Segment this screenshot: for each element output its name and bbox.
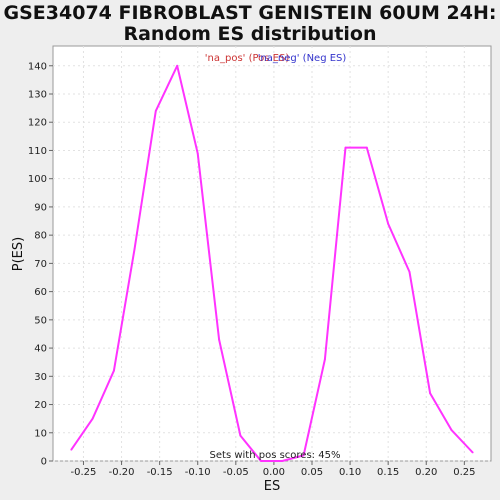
series-point xyxy=(344,146,347,149)
y-tick-label: 20 xyxy=(34,400,47,411)
series-point xyxy=(429,392,431,395)
series-point xyxy=(260,460,262,462)
series-line xyxy=(70,64,474,462)
annotation-pos-scores: Sets with pos scores: 45% xyxy=(210,450,341,461)
y-tick-label: 120 xyxy=(28,118,47,129)
series-point xyxy=(365,146,368,149)
legend-entry: 'na_neg' (Neg ES) xyxy=(258,53,347,64)
chart-title-line-2: Random ES distribution xyxy=(123,23,377,45)
series-point xyxy=(408,270,411,273)
legend: 'na_pos' (Pos ES)'na_neg' (Neg ES) xyxy=(205,53,347,64)
x-tick-label: 0.05 xyxy=(301,467,323,478)
plot-area xyxy=(52,45,492,462)
y-tick-label: 140 xyxy=(28,61,47,72)
series-point xyxy=(176,64,179,67)
series-point xyxy=(113,369,115,372)
y-tick-label: 80 xyxy=(34,231,47,242)
y-tick-label: 90 xyxy=(34,202,47,213)
series-layer xyxy=(70,64,474,462)
y-tick-label: 0 xyxy=(41,457,47,468)
x-axis-label: ES xyxy=(264,479,280,494)
x-tick-label: 0.10 xyxy=(339,467,361,478)
x-axis: -0.25 -0.20 -0.15 -0.10 -0.05 0.00 0.05 0.10 0.1… xyxy=(71,461,475,478)
series-point xyxy=(239,434,242,437)
y-tick-label: 100 xyxy=(28,174,47,185)
legend-entry: 'na_pos' (Pos ES) xyxy=(205,53,290,64)
x-tick-label: 0.20 xyxy=(415,467,437,478)
y-tick-label: 30 xyxy=(34,372,47,383)
x-tick-label: 0.00 xyxy=(263,467,285,478)
y-axis: 0 10 20 30 40 50 60 70 80 90 100 110 120 130 140 xyxy=(28,61,53,468)
series-point xyxy=(450,429,453,431)
series-point xyxy=(324,358,326,361)
series-point xyxy=(133,248,136,251)
x-tick-label: 0.15 xyxy=(377,467,399,478)
y-tick-label: 50 xyxy=(34,315,47,326)
y-tick-label: 70 xyxy=(34,259,47,270)
y-tick-label: 130 xyxy=(28,89,47,100)
y-tick-label: 60 xyxy=(34,287,47,298)
series-point xyxy=(70,448,73,451)
x-tick-label: -0.25 xyxy=(71,467,97,478)
series-point xyxy=(281,460,284,462)
series-point xyxy=(471,451,474,454)
x-tick-label: -0.10 xyxy=(185,467,211,478)
y-tick-label: 40 xyxy=(34,344,47,355)
series-point xyxy=(91,417,94,420)
y-axis-label: P(ES) xyxy=(11,237,26,271)
x-tick-label: 0.25 xyxy=(453,467,475,478)
series-point xyxy=(387,222,390,225)
series-point xyxy=(218,338,220,341)
x-tick-label: -0.05 xyxy=(223,467,249,478)
series-point xyxy=(302,454,305,457)
chart-title-line-1: GSE34074 FIBROBLAST GENISTEIN 60UM 24H: xyxy=(3,2,497,24)
series-point xyxy=(196,152,199,155)
x-tick-label: -0.20 xyxy=(109,467,135,478)
y-tick-label: 10 xyxy=(34,428,47,439)
y-tick-label: 110 xyxy=(28,146,47,157)
x-tick-label: -0.15 xyxy=(147,467,173,478)
series-point xyxy=(154,110,157,112)
